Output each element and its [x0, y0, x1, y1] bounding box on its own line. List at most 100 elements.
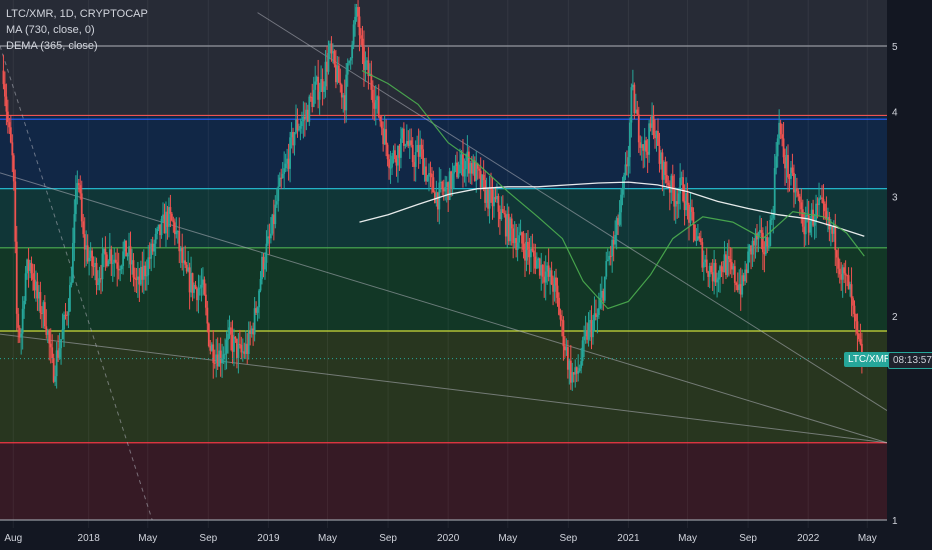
- candle-body-423: [627, 157, 630, 167]
- candle-body-150: [224, 353, 226, 355]
- candle-body-104: [156, 228, 159, 234]
- candle-body-341: [506, 213, 509, 237]
- candle-body-453: [671, 175, 674, 191]
- candle-body-166: [247, 331, 250, 355]
- candle-body-132: [197, 288, 200, 301]
- candle-body-11: [18, 327, 21, 338]
- candle-body-146: [218, 350, 221, 367]
- ma-730-path: [359, 181, 865, 237]
- candle-body-545: [807, 215, 810, 233]
- candle-body-354: [525, 241, 528, 261]
- candle-body-232: [345, 74, 348, 111]
- legend-ma[interactable]: MA (730, close, 0): [6, 24, 95, 36]
- candle-body-353: [524, 249, 526, 261]
- candle-body-431: [639, 142, 642, 148]
- candle-body-165: [246, 343, 249, 355]
- candle-body-42: [64, 314, 67, 316]
- y-tick-label-0: 1: [892, 516, 898, 527]
- candle-body-487: [722, 271, 724, 273]
- candle-body-97: [145, 275, 148, 277]
- candle-body-94: [141, 266, 144, 280]
- legend-dema[interactable]: DEMA (365, close): [6, 40, 98, 52]
- candle-body-271: [402, 128, 405, 146]
- chart-legend: LTC/XMR, 1D, CRYPTOCAP MA (730, close, 0…: [6, 6, 148, 54]
- candle-body-164: [244, 343, 247, 354]
- candle-body-478: [708, 265, 711, 277]
- candle-body-38: [58, 348, 61, 358]
- candle-body-472: [699, 238, 702, 243]
- candle-body-308: [457, 173, 460, 178]
- candle-body-572: [847, 275, 850, 290]
- candle-body-429: [636, 109, 639, 115]
- candle-body-122: [182, 260, 185, 263]
- candle-body-241: [358, 16, 361, 36]
- candle-body-316: [469, 163, 472, 174]
- candle-body-202: [301, 121, 303, 127]
- candle-body-539: [798, 196, 801, 203]
- candle-body-252: [374, 100, 377, 109]
- candle-body-447: [662, 161, 665, 180]
- candle-body-320: [475, 163, 478, 181]
- candle-body-300: [445, 182, 448, 187]
- y-tick-label-3: 4: [892, 108, 898, 119]
- candle-body-580: [859, 339, 862, 344]
- candle-body-379: [562, 320, 565, 347]
- candle-body-530: [785, 154, 788, 169]
- candle-body-454: [673, 190, 676, 207]
- candle-body-284: [422, 149, 424, 175]
- candle-body-294: [436, 192, 439, 210]
- candle-body-29: [45, 326, 48, 335]
- trendline-2: [0, 333, 888, 444]
- candle-body-551: [816, 203, 819, 206]
- candle-body-483: [716, 279, 718, 283]
- candle-body-329: [488, 187, 491, 209]
- candle-body-409: [606, 259, 609, 262]
- dema-365-path: [361, 70, 865, 310]
- ma-730-line[interactable]: [359, 181, 865, 237]
- candle-body-331: [491, 189, 494, 207]
- candle-body-61: [92, 266, 95, 268]
- candle-body-161: [240, 344, 243, 353]
- candle-body-174: [259, 279, 262, 291]
- candle-body-432: [640, 144, 643, 148]
- candle-body-155: [231, 334, 234, 352]
- candle-body-451: [668, 185, 671, 193]
- candle-body-481: [713, 262, 716, 282]
- candle-body-289: [429, 173, 432, 175]
- candle-body-579: [858, 333, 860, 340]
- candle-body-6: [11, 142, 14, 156]
- trendlines[interactable]: [0, 12, 888, 521]
- candle-body-546: [809, 221, 812, 233]
- candle-body-573: [849, 284, 851, 290]
- candle-body-179: [267, 236, 269, 244]
- candle-body-410: [608, 255, 611, 260]
- candle-body-571: [846, 275, 849, 277]
- candle-body-288: [428, 173, 430, 177]
- candle-body-212: [315, 76, 318, 82]
- candle-body-88: [132, 260, 135, 278]
- dema-365-line[interactable]: [361, 70, 865, 310]
- candle-body-455: [674, 201, 677, 207]
- candle-body-63: [95, 262, 98, 286]
- candle-body-326: [484, 180, 487, 203]
- candle-body-378: [561, 319, 563, 321]
- legend-symbol[interactable]: LTC/XMR, 1D, CRYPTOCAP: [6, 8, 148, 20]
- candle-body-269: [399, 138, 402, 158]
- candle-body-560: [829, 226, 832, 230]
- candle-body-65: [98, 278, 101, 283]
- candle-body-486: [720, 266, 723, 272]
- candle-body-540: [800, 202, 803, 210]
- candle-body-324: [481, 174, 484, 188]
- candle-body-281: [417, 145, 420, 157]
- candle-body-139: [207, 323, 210, 347]
- candle-body-285: [423, 166, 426, 175]
- candle-body-127: [190, 273, 192, 293]
- candle-body-142: [212, 344, 215, 363]
- trendline-1: [0, 172, 888, 444]
- candle-body-9: [15, 241, 18, 314]
- candle-body-80: [120, 265, 123, 270]
- x-tick-label-1: 2018: [78, 533, 101, 544]
- candle-body-382: [566, 347, 569, 370]
- trendline-0: [257, 12, 888, 411]
